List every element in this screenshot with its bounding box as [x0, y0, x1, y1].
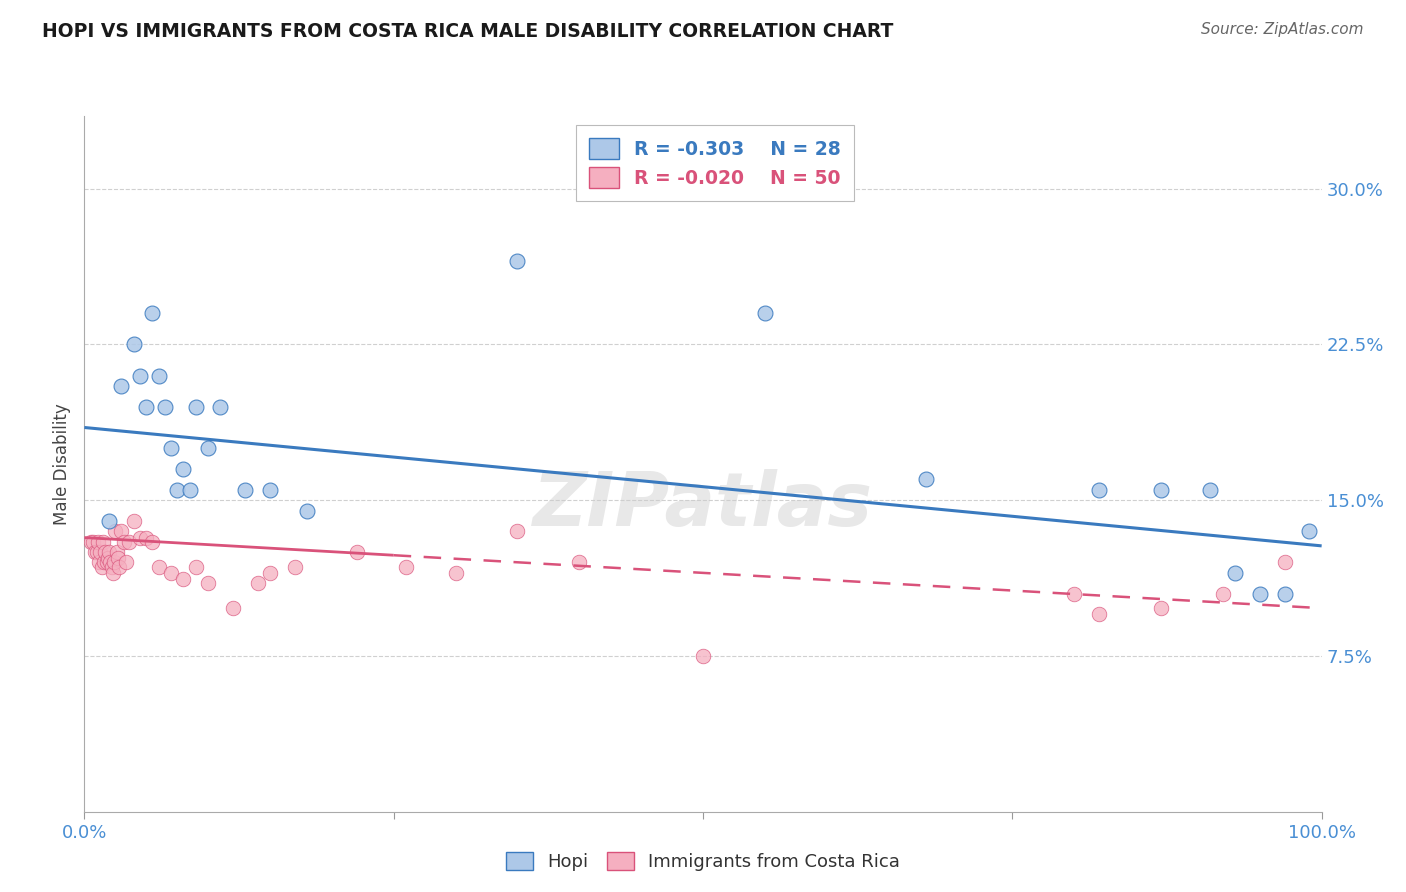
Point — [84, 545, 107, 559]
Point — [197, 442, 219, 456]
Point — [166, 483, 188, 497]
Y-axis label: Male Disability: Male Disability — [53, 403, 72, 524]
Point — [98, 545, 121, 559]
Point — [101, 566, 124, 580]
Point — [259, 566, 281, 580]
Point — [135, 400, 157, 414]
Point — [568, 556, 591, 570]
Point — [110, 379, 132, 393]
Point — [86, 545, 108, 559]
Point — [82, 534, 104, 549]
Point — [692, 648, 714, 663]
Point — [148, 559, 170, 574]
Point — [104, 524, 127, 539]
Point — [129, 531, 152, 545]
Legend: Hopi, Immigrants from Costa Rica: Hopi, Immigrants from Costa Rica — [499, 845, 907, 879]
Point — [89, 545, 111, 559]
Point — [93, 556, 115, 570]
Point — [179, 483, 201, 497]
Text: ZIPatlas: ZIPatlas — [533, 469, 873, 542]
Point — [91, 534, 114, 549]
Point — [100, 559, 122, 574]
Point — [98, 514, 121, 528]
Point — [1274, 556, 1296, 570]
Text: HOPI VS IMMIGRANTS FROM COSTA RICA MALE DISABILITY CORRELATION CHART: HOPI VS IMMIGRANTS FROM COSTA RICA MALE … — [42, 22, 894, 41]
Point — [506, 254, 529, 268]
Point — [246, 576, 269, 591]
Point — [107, 551, 129, 566]
Point — [108, 559, 131, 574]
Point — [98, 556, 121, 570]
Point — [96, 556, 118, 570]
Point — [222, 601, 245, 615]
Point — [754, 306, 776, 320]
Point — [97, 551, 120, 566]
Point — [1088, 607, 1111, 622]
Point — [160, 442, 183, 456]
Point — [148, 368, 170, 383]
Point — [135, 531, 157, 545]
Point — [233, 483, 256, 497]
Text: Source: ZipAtlas.com: Source: ZipAtlas.com — [1201, 22, 1364, 37]
Point — [1223, 566, 1246, 580]
Point — [1199, 483, 1222, 497]
Point — [1063, 587, 1085, 601]
Point — [112, 534, 135, 549]
Point — [94, 545, 117, 559]
Point — [197, 576, 219, 591]
Point — [295, 503, 318, 517]
Point — [1088, 483, 1111, 497]
Point — [172, 572, 194, 586]
Point — [90, 559, 112, 574]
Point — [122, 514, 145, 528]
Point — [209, 400, 232, 414]
Point — [141, 306, 163, 320]
Point — [160, 566, 183, 580]
Point — [395, 559, 418, 574]
Point — [346, 545, 368, 559]
Point — [259, 483, 281, 497]
Point — [444, 566, 467, 580]
Point — [110, 524, 132, 539]
Point — [87, 534, 110, 549]
Legend: R = -0.303    N = 28, R = -0.020    N = 50: R = -0.303 N = 28, R = -0.020 N = 50 — [576, 126, 855, 201]
Point — [284, 559, 307, 574]
Point — [79, 534, 101, 549]
Point — [115, 556, 138, 570]
Point — [1249, 587, 1271, 601]
Point — [172, 462, 194, 476]
Point — [1274, 587, 1296, 601]
Point — [1298, 524, 1320, 539]
Point — [184, 559, 207, 574]
Point — [89, 556, 111, 570]
Point — [103, 556, 125, 570]
Point — [141, 534, 163, 549]
Point — [153, 400, 176, 414]
Point — [118, 534, 141, 549]
Point — [184, 400, 207, 414]
Point — [1150, 601, 1173, 615]
Point — [506, 524, 529, 539]
Point — [105, 545, 128, 559]
Point — [129, 368, 152, 383]
Point — [1150, 483, 1173, 497]
Point — [914, 472, 936, 486]
Point — [122, 337, 145, 351]
Point — [1212, 587, 1234, 601]
